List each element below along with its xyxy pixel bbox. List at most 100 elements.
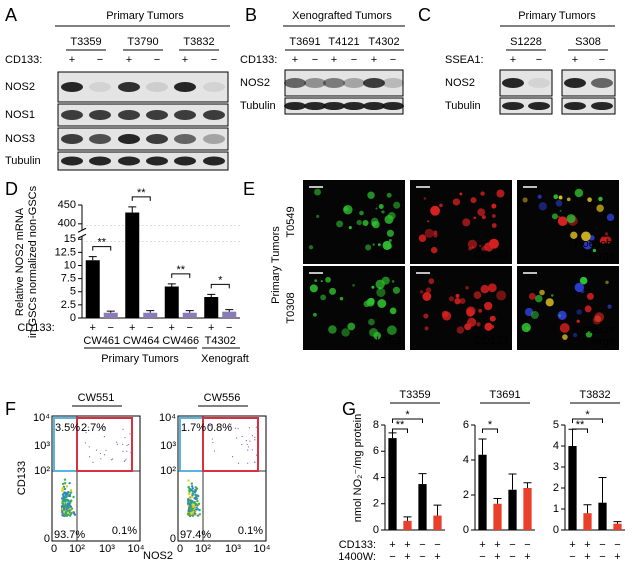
signal xyxy=(467,239,478,250)
event xyxy=(249,440,251,442)
chart-title: T3691 xyxy=(489,389,520,401)
plot-title: CW551 xyxy=(78,392,115,404)
group-label: CW464 xyxy=(123,335,160,347)
signal xyxy=(562,334,568,340)
channel-label: CD133 xyxy=(474,249,508,261)
y-tick-label: 3 xyxy=(553,461,559,473)
error-bar xyxy=(225,309,234,312)
y-tick-label: 2.5 xyxy=(61,299,76,311)
event xyxy=(67,499,70,502)
signal xyxy=(551,294,554,297)
band xyxy=(146,134,168,144)
event xyxy=(254,439,256,441)
band xyxy=(323,78,345,88)
error-bar xyxy=(613,521,622,524)
event xyxy=(95,449,98,451)
event xyxy=(66,507,69,510)
signal xyxy=(386,192,392,198)
event xyxy=(191,487,195,490)
event xyxy=(122,428,124,430)
event xyxy=(213,450,216,452)
gate xyxy=(76,417,133,472)
event xyxy=(72,511,76,515)
sample-label: T4121 xyxy=(328,36,359,48)
bar xyxy=(222,311,237,318)
y-tick-label: 7.5 xyxy=(61,273,76,285)
quadrant-label: 97.4% xyxy=(180,529,211,541)
event xyxy=(246,443,248,446)
row-label: Tubulin xyxy=(445,100,481,112)
sign: − xyxy=(419,539,425,551)
signal xyxy=(433,230,438,235)
error-bar xyxy=(167,283,176,287)
tick-label: 10³ xyxy=(34,440,50,452)
signal xyxy=(484,322,493,331)
sign: − xyxy=(211,54,217,66)
row-label: T0308 xyxy=(285,292,297,323)
band xyxy=(146,156,168,166)
y-tick-label: 0 xyxy=(463,524,469,536)
significance: * xyxy=(585,409,590,421)
band xyxy=(61,110,83,120)
event xyxy=(237,462,240,464)
event xyxy=(125,458,127,460)
event xyxy=(72,495,75,499)
significance: ** xyxy=(576,419,585,431)
event xyxy=(247,462,249,464)
channel-label: Merge xyxy=(584,336,615,348)
signal xyxy=(387,211,396,220)
signal xyxy=(314,279,318,283)
y-tick-label: 15 xyxy=(64,233,76,245)
sample-label: T3832 xyxy=(183,36,214,48)
event xyxy=(88,446,90,448)
signal xyxy=(363,300,370,308)
event xyxy=(101,427,103,430)
event xyxy=(84,442,87,444)
event xyxy=(61,487,65,490)
sign: − xyxy=(147,322,153,334)
bracket xyxy=(482,428,498,433)
signal xyxy=(320,294,327,301)
signal xyxy=(604,232,609,236)
event xyxy=(255,426,257,428)
signal xyxy=(424,326,429,331)
error-bar xyxy=(403,516,412,521)
signal xyxy=(462,218,471,227)
event xyxy=(70,507,74,510)
bar xyxy=(583,513,592,530)
row-label: NOS2 xyxy=(240,77,270,89)
blot xyxy=(57,127,229,151)
sign: − xyxy=(434,539,440,551)
y-tick-label: 4 xyxy=(373,471,379,483)
event xyxy=(60,505,64,508)
event xyxy=(196,514,200,517)
signal xyxy=(352,284,355,287)
signal xyxy=(308,245,314,250)
event xyxy=(64,511,68,514)
signal xyxy=(574,282,585,293)
sign: + xyxy=(494,539,500,551)
sample-label: T3359 xyxy=(70,36,101,48)
bar xyxy=(418,484,427,530)
bar xyxy=(182,312,197,318)
band xyxy=(363,78,385,88)
error-bar xyxy=(493,498,502,504)
sign: + xyxy=(404,551,410,563)
signal xyxy=(313,312,317,317)
y-tick-label: 10 xyxy=(64,259,76,271)
sign: + xyxy=(208,322,214,334)
event xyxy=(193,497,196,500)
event xyxy=(127,443,130,446)
event xyxy=(68,481,71,485)
event xyxy=(66,511,70,515)
signal xyxy=(537,194,542,199)
band xyxy=(528,78,550,88)
signal xyxy=(356,219,362,226)
bar xyxy=(523,488,532,530)
channel-label: NOS2 xyxy=(371,249,401,261)
y-tick-label: 2 xyxy=(463,489,469,501)
event xyxy=(188,513,191,517)
signal xyxy=(558,195,563,200)
event xyxy=(85,431,87,434)
